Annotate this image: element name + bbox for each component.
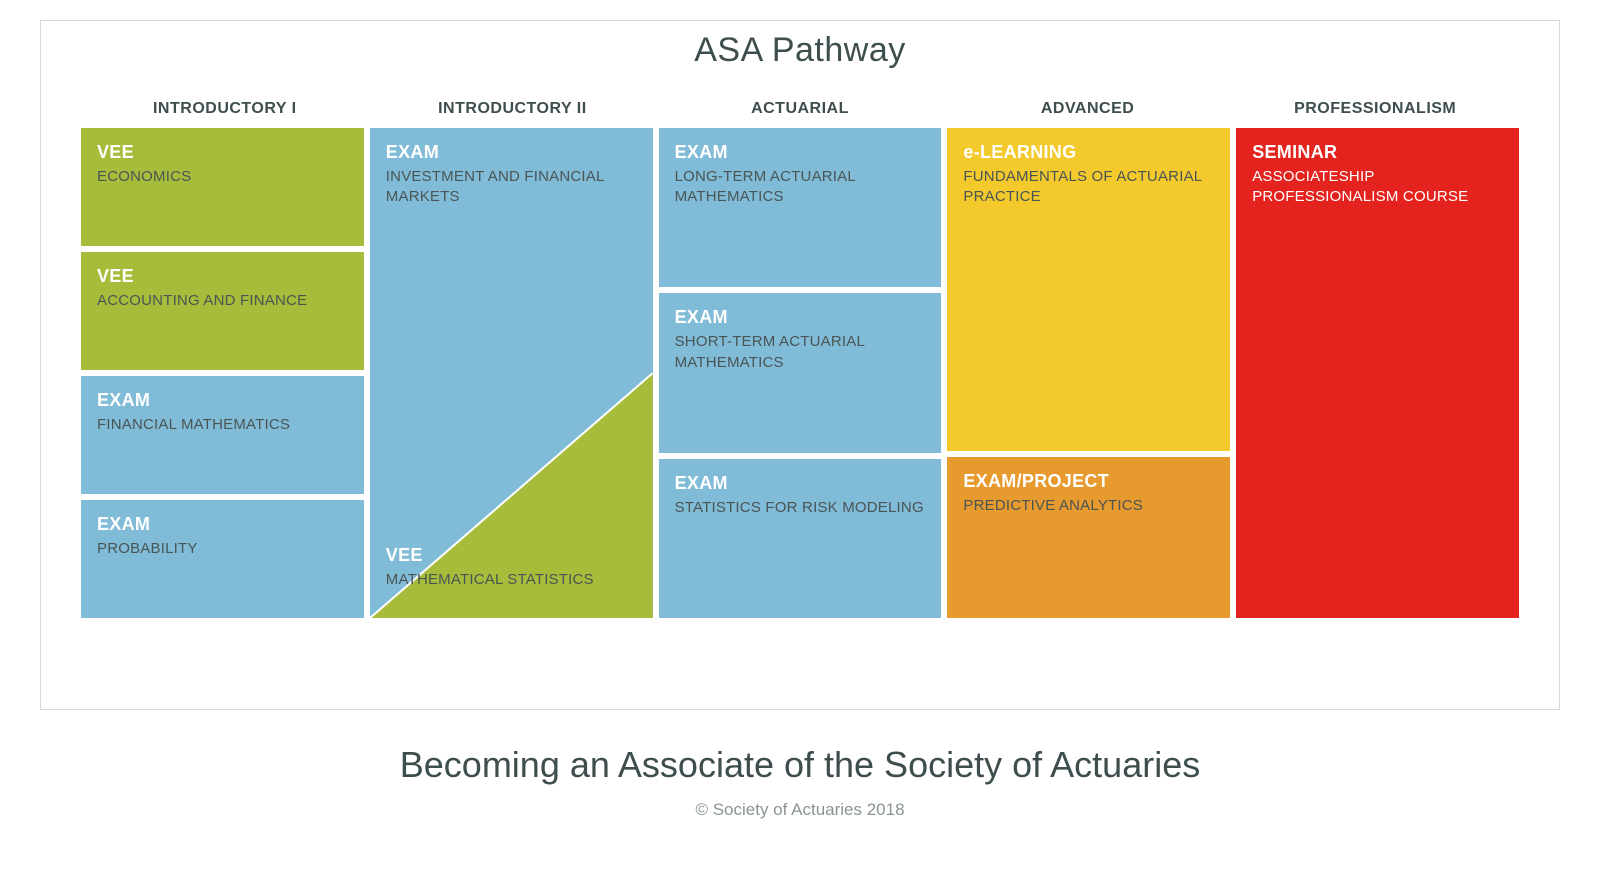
cell-tag: EXAM [675,473,926,494]
cell-tag: VEE [97,266,348,287]
cell-exam-stam: EXAM SHORT-TERM ACTUARIAL MATHEMATICS [659,293,942,452]
column-advanced: e-LEARNING FUNDAMENTALS OF ACTUARIAL PRA… [947,128,1230,618]
page-subtitle: Becoming an Associate of the Society of … [40,744,1560,786]
cell-desc: FUNDAMENTALS OF ACTUARIAL PRACTICE [963,167,1214,208]
header-intro-2: INTRODUCTORY II [369,100,657,128]
header-actuarial: ACTUARIAL [656,100,944,128]
column-intro-2: EXAM INVESTMENT AND FINANCIAL MARKETS VE… [370,128,653,618]
cell-desc: PROBABILITY [97,539,348,559]
cell-desc: SHORT-TERM ACTUARIAL MATHEMATICS [675,332,926,373]
cell-tag: EXAM [97,514,348,535]
column-professionalism: SEMINAR ASSOCIATESHIP PROFESSIONALISM CO… [1236,128,1519,618]
cell-vee-mathstat: VEE MATHEMATICAL STATISTICS [370,531,653,618]
diagram-title: ASA Pathway [81,31,1519,70]
cell-vee-economics: VEE ECONOMICS [81,128,364,246]
cell-vee-mathstat-wrapper: VEE MATHEMATICAL STATISTICS [370,373,653,618]
cell-exam-srm: EXAM STATISTICS FOR RISK MODELING [659,459,942,618]
diagram-frame: ASA Pathway INTRODUCTORY I INTRODUCTORY … [40,20,1560,710]
column-headers: INTRODUCTORY I INTRODUCTORY II ACTUARIAL… [81,100,1519,128]
page-copyright: © Society of Actuaries 2018 [40,800,1560,820]
cell-desc: ASSOCIATESHIP PROFESSIONALISM COURSE [1252,167,1503,208]
cell-tag: EXAM [675,142,926,163]
cell-tag: EXAM [97,390,348,411]
cell-tag: VEE [97,142,348,163]
cell-elearning-fap: e-LEARNING FUNDAMENTALS OF ACTUARIAL PRA… [947,128,1230,451]
cell-exam-ltam: EXAM LONG-TERM ACTUARIAL MATHEMATICS [659,128,942,287]
cell-exam-pa: EXAM/PROJECT PREDICTIVE ANALYTICS [947,457,1230,618]
cell-exam-ifm: EXAM INVESTMENT AND FINANCIAL MARKETS VE… [370,128,653,618]
cell-desc: ECONOMICS [97,167,348,187]
column-actuarial: EXAM LONG-TERM ACTUARIAL MATHEMATICS EXA… [659,128,942,618]
header-advanced: ADVANCED [944,100,1232,128]
header-intro-1: INTRODUCTORY I [81,100,369,128]
cell-tag: e-LEARNING [963,142,1214,163]
cell-exam-fm: EXAM FINANCIAL MATHEMATICS [81,376,364,494]
cell-desc: INVESTMENT AND FINANCIAL MARKETS [386,167,637,208]
cell-desc: STATISTICS FOR RISK MODELING [675,498,926,518]
cell-tag: SEMINAR [1252,142,1503,163]
cell-desc: LONG-TERM ACTUARIAL MATHEMATICS [675,167,926,208]
cell-vee-accounting: VEE ACCOUNTING AND FINANCE [81,252,364,370]
header-professionalism: PROFESSIONALISM [1231,100,1519,128]
cell-desc: PREDICTIVE ANALYTICS [963,496,1214,516]
cell-exam-p: EXAM PROBABILITY [81,500,364,618]
cell-desc: FINANCIAL MATHEMATICS [97,415,348,435]
pathway-grid: VEE ECONOMICS VEE ACCOUNTING AND FINANCE… [81,128,1519,618]
column-intro-1: VEE ECONOMICS VEE ACCOUNTING AND FINANCE… [81,128,364,618]
page: ASA Pathway INTRODUCTORY I INTRODUCTORY … [0,0,1600,895]
cell-seminar-apc: SEMINAR ASSOCIATESHIP PROFESSIONALISM CO… [1236,128,1519,618]
cell-tag: VEE [386,545,637,566]
cell-tag: EXAM [386,142,637,163]
cell-desc: ACCOUNTING AND FINANCE [97,291,348,311]
cell-tag: EXAM/PROJECT [963,471,1214,492]
cell-tag: EXAM [675,307,926,328]
cell-desc: MATHEMATICAL STATISTICS [386,570,637,590]
